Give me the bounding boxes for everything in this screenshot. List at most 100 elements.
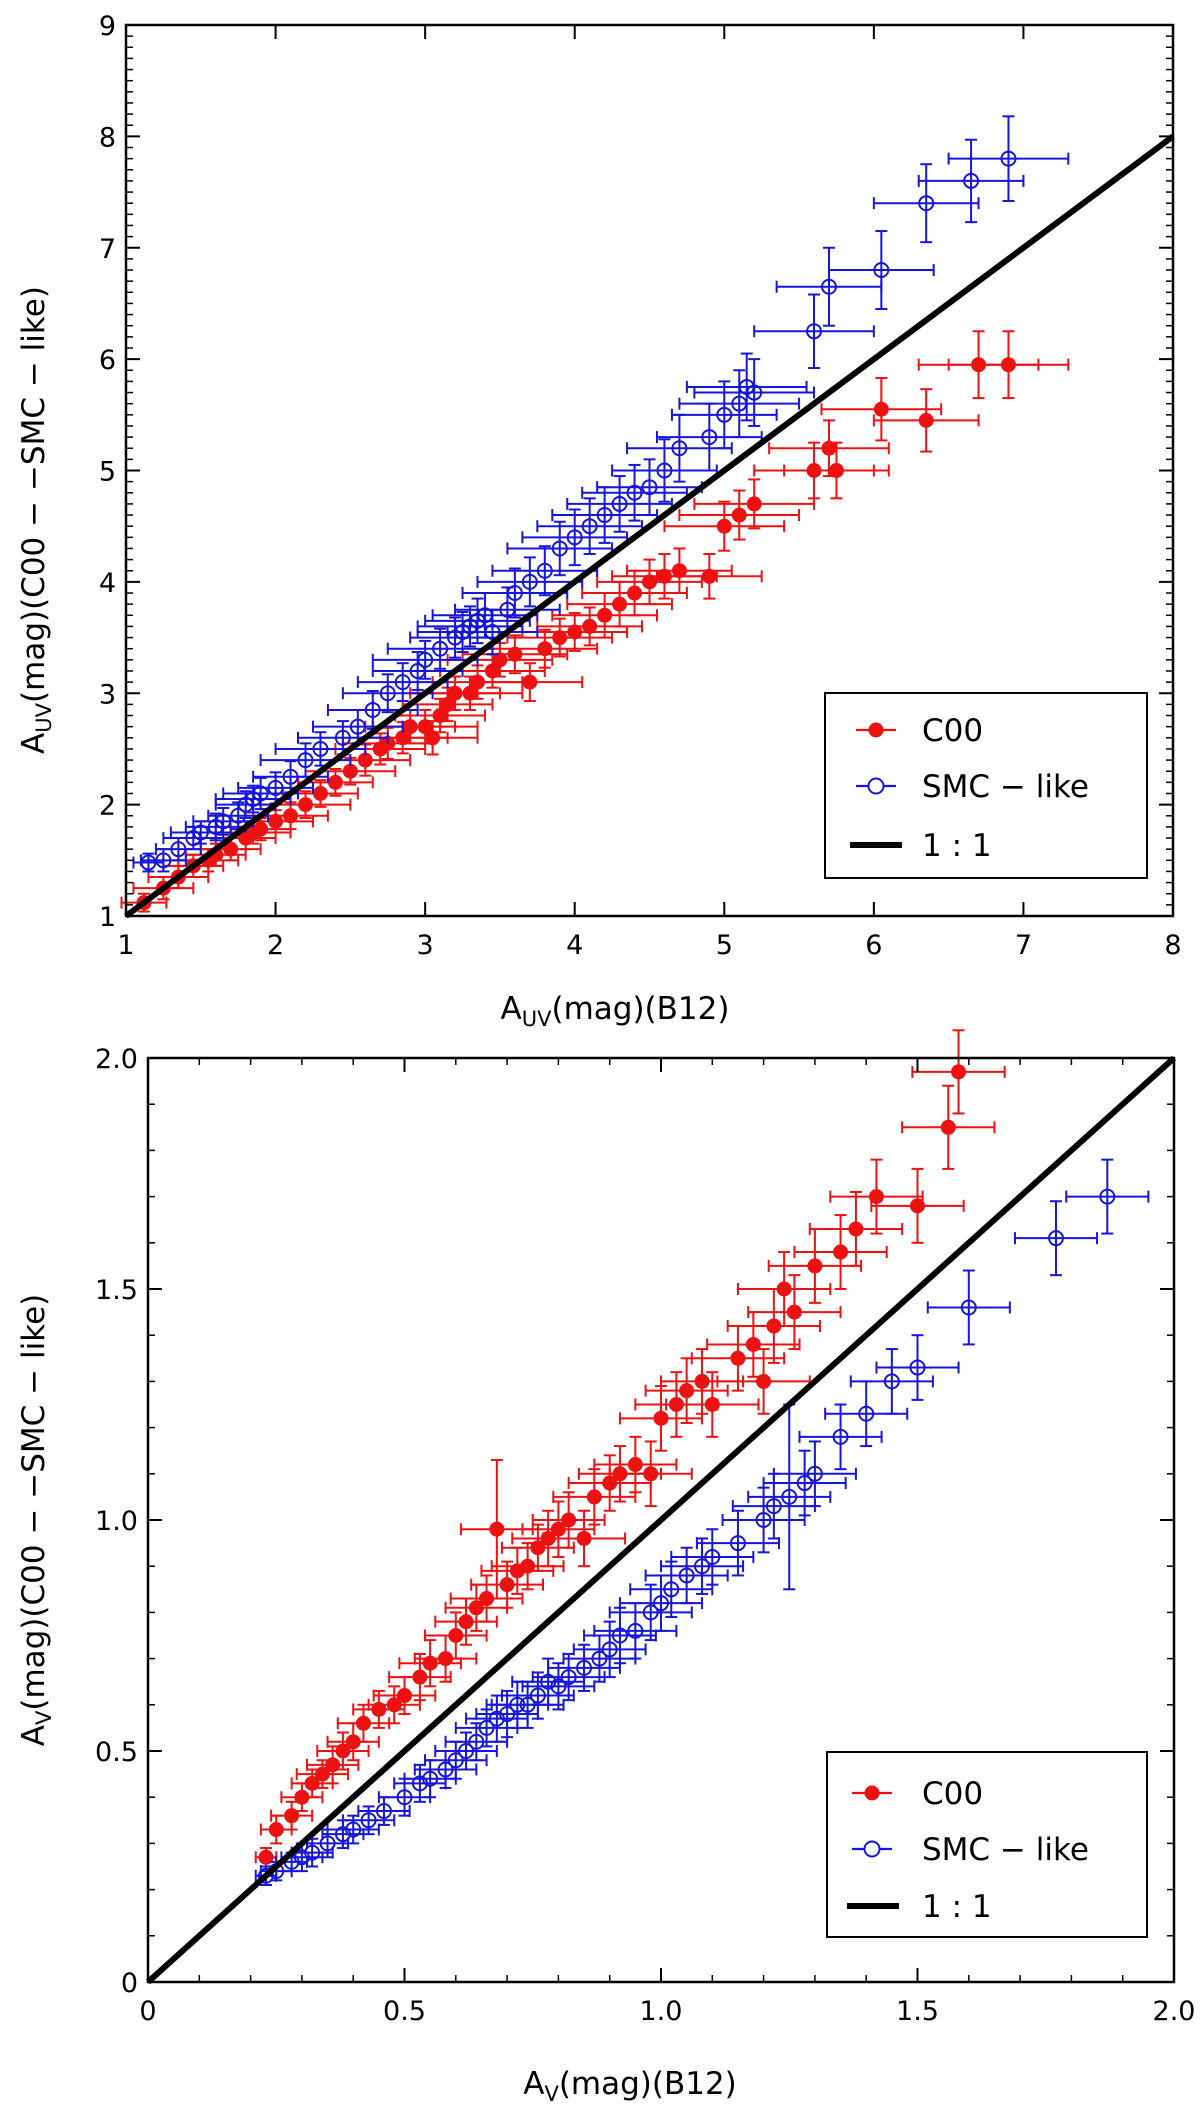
bottom-y-tick-label: 1.0 [95, 1506, 138, 1537]
marker [297, 797, 313, 813]
bottom-legend: C00 SMC − like 1 : 1 [826, 1751, 1148, 1938]
top-smc-point [611, 438, 718, 503]
bottom-x-tick-label: 0 [139, 1996, 156, 2027]
marker [312, 785, 328, 801]
marker [820, 278, 837, 295]
marker [258, 1849, 274, 1865]
bottom-y-tick-label: 0 [121, 1968, 138, 1999]
marker [432, 640, 449, 657]
marker [364, 701, 381, 718]
bottom-c00-point [388, 1652, 452, 1702]
bottom-c00-point [870, 1167, 965, 1244]
bottom-legend-smc-label: SMC − like [922, 1832, 1089, 1868]
bottom-series-c00 [254, 1029, 1006, 1868]
top-x-label-sub: UV [522, 1007, 552, 1031]
marker [345, 1821, 362, 1838]
marker [716, 518, 732, 534]
marker [745, 1336, 761, 1352]
bottom-legend-smc-marker [852, 1840, 892, 1858]
bottom-smc-point [644, 1546, 729, 1605]
top-c00-point [596, 558, 703, 606]
top-c00-point [282, 779, 359, 808]
top-x-tick-label: 2 [267, 930, 284, 961]
marker [550, 1521, 566, 1537]
bottom-c00-point [444, 1583, 509, 1632]
bottom-smc-point [926, 1269, 1011, 1346]
bottom-legend-c00-label: C00 [922, 1776, 983, 1812]
bottom-legend-1to1-label: 1 : 1 [922, 1889, 992, 1925]
marker [478, 1719, 495, 1736]
top-x-tick-label: 5 [716, 930, 733, 961]
top-c00-point [820, 377, 943, 442]
marker [468, 1600, 484, 1616]
bottom-c00-point [829, 1158, 924, 1235]
marker [540, 1673, 557, 1690]
bottom-axis-ticks: 0 0.5 1.0 1.5 2.0 0 0.5 1.0 1.5 2.0 [95, 1044, 1195, 2027]
marker [918, 195, 935, 212]
marker [701, 429, 718, 446]
top-c00-point [476, 662, 584, 703]
bottom-smc-point [849, 1348, 934, 1415]
marker [252, 785, 269, 802]
bottom-c00-point [521, 1500, 596, 1558]
bottom-c00-point [542, 1509, 627, 1568]
marker [529, 1687, 546, 1704]
marker [447, 1752, 464, 1769]
marker [833, 1244, 849, 1260]
marker [488, 1710, 505, 1727]
marker [506, 585, 523, 602]
bottom-smc-point [660, 1537, 745, 1595]
top-c00-point [768, 419, 890, 478]
marker [530, 1540, 546, 1556]
top-smc-point [827, 230, 935, 311]
marker [550, 1678, 567, 1695]
bottom-c00-point [567, 1454, 652, 1512]
top-x-tick-label: 4 [566, 930, 583, 961]
marker [412, 1669, 428, 1685]
top-c00-point [947, 330, 1070, 400]
marker [520, 1558, 536, 1574]
top-one-to-one-line [124, 133, 1175, 919]
bottom-y-label-sub: V [32, 1710, 56, 1725]
top-axis-ticks: 1 2 3 4 5 6 7 8 1 2 3 4 5 6 7 8 9 [99, 11, 1182, 961]
top-y-tick-label: 1 [99, 902, 116, 933]
bottom-smc-point [875, 1334, 960, 1401]
marker [582, 618, 598, 634]
bottom-smc-point [772, 1440, 857, 1508]
marker [918, 412, 934, 428]
top-legend: C00 SMC − like 1 : 1 [824, 692, 1148, 879]
top-y-label-rest: (mag)(C00 − −SMC − like) [16, 286, 52, 703]
marker [746, 496, 762, 512]
top-y-tick-label: 9 [99, 11, 116, 42]
marker [963, 172, 980, 189]
marker [940, 1119, 956, 1135]
top-panel: 1 2 3 4 5 6 7 8 1 2 3 4 5 6 7 8 9 C00 SMC − like 1 : 1 A… [16, 11, 1182, 1031]
bottom-c00-point [449, 1574, 524, 1623]
marker [909, 1359, 926, 1376]
bottom-c00-point [413, 1634, 478, 1683]
top-plot-frame [124, 23, 1175, 918]
top-smc-point [371, 639, 479, 680]
marker [268, 813, 284, 829]
marker [304, 1775, 320, 1791]
top-smc-point [491, 545, 599, 597]
bottom-c00-point [747, 1274, 842, 1351]
marker [304, 1844, 321, 1861]
marker [883, 1373, 900, 1390]
marker [694, 1373, 710, 1389]
marker [828, 463, 844, 478]
top-c00-point [693, 478, 816, 530]
top-x-tick-label: 6 [865, 930, 882, 961]
marker [334, 1826, 351, 1843]
bottom-x-label-rest: (mag)(B12) [559, 2066, 737, 2102]
marker [704, 1397, 720, 1412]
marker [458, 1743, 475, 1759]
marker [537, 641, 553, 657]
top-y-tick-label: 4 [99, 568, 116, 599]
bottom-y-tick-label: 0.5 [95, 1737, 138, 1768]
top-smc-point [947, 115, 1070, 202]
marker [283, 808, 299, 824]
marker [425, 730, 441, 746]
bottom-smc-point [547, 1643, 621, 1692]
marker [492, 652, 508, 668]
